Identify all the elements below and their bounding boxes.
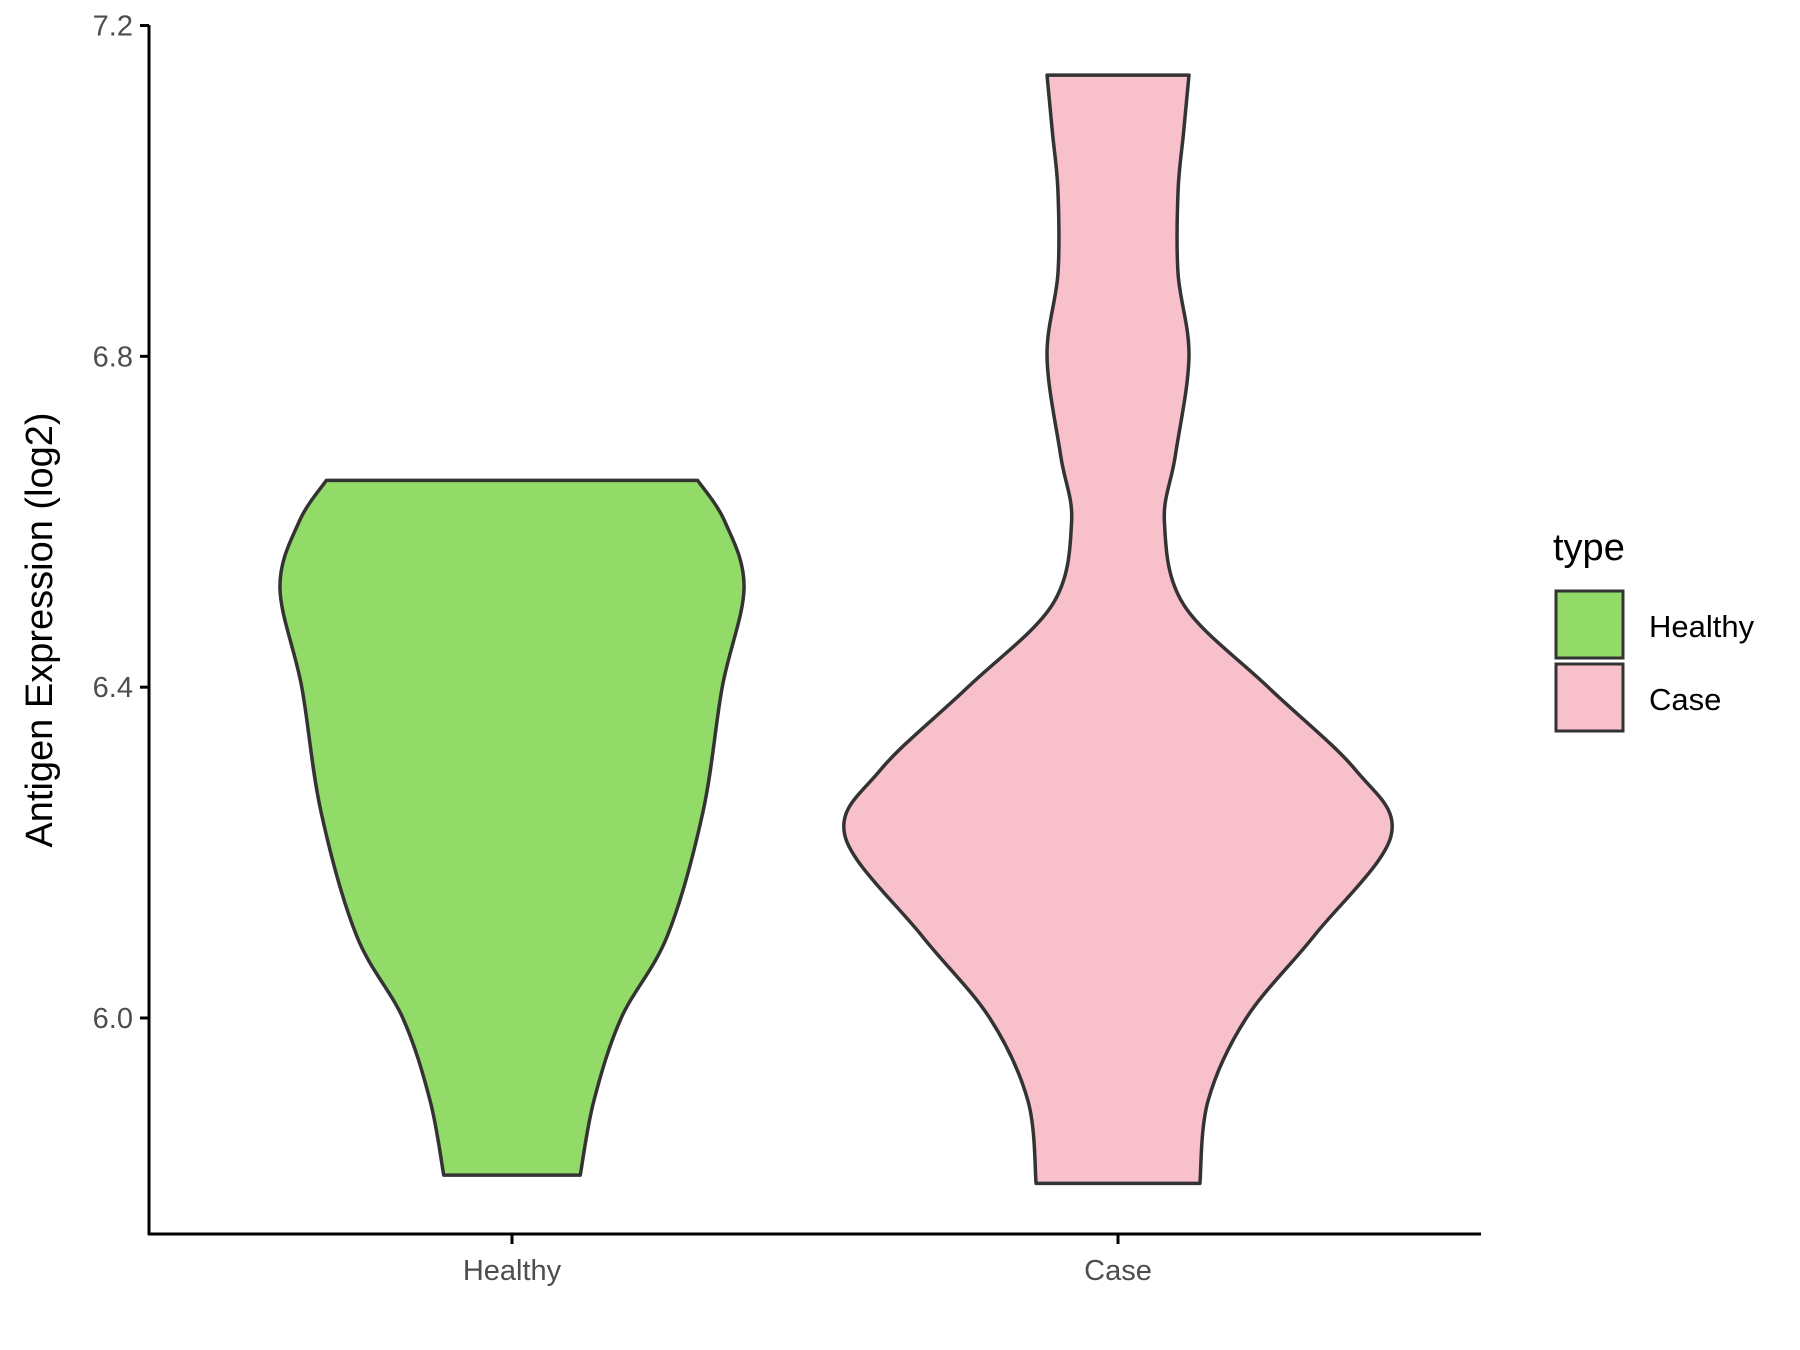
y-ticks: 6.0 6.4 6.8 7.2 bbox=[93, 11, 149, 1035]
legend-label-case: Case bbox=[1649, 682, 1721, 717]
x-tick-label: Case bbox=[1084, 1255, 1152, 1287]
x-ticks: Healthy Case bbox=[463, 1234, 1152, 1287]
legend-label-healthy: Healthy bbox=[1649, 609, 1755, 644]
legend-key-case bbox=[1554, 662, 1625, 733]
legend: type Healthy Case bbox=[1553, 527, 1755, 733]
legend-title: type bbox=[1553, 527, 1625, 569]
violin-healthy bbox=[278, 478, 746, 1177]
y-axis-title: Antigen Expression (log2) bbox=[19, 412, 61, 847]
violin-case bbox=[842, 73, 1394, 1186]
y-tick-label: 6.0 bbox=[93, 1003, 133, 1035]
violins bbox=[278, 73, 1394, 1186]
y-tick-label: 6.8 bbox=[93, 341, 133, 373]
legend-key-healthy bbox=[1554, 589, 1625, 660]
y-tick-label: 6.4 bbox=[93, 672, 133, 704]
y-tick-label: 7.2 bbox=[93, 11, 133, 43]
x-tick-label: Healthy bbox=[463, 1255, 562, 1287]
